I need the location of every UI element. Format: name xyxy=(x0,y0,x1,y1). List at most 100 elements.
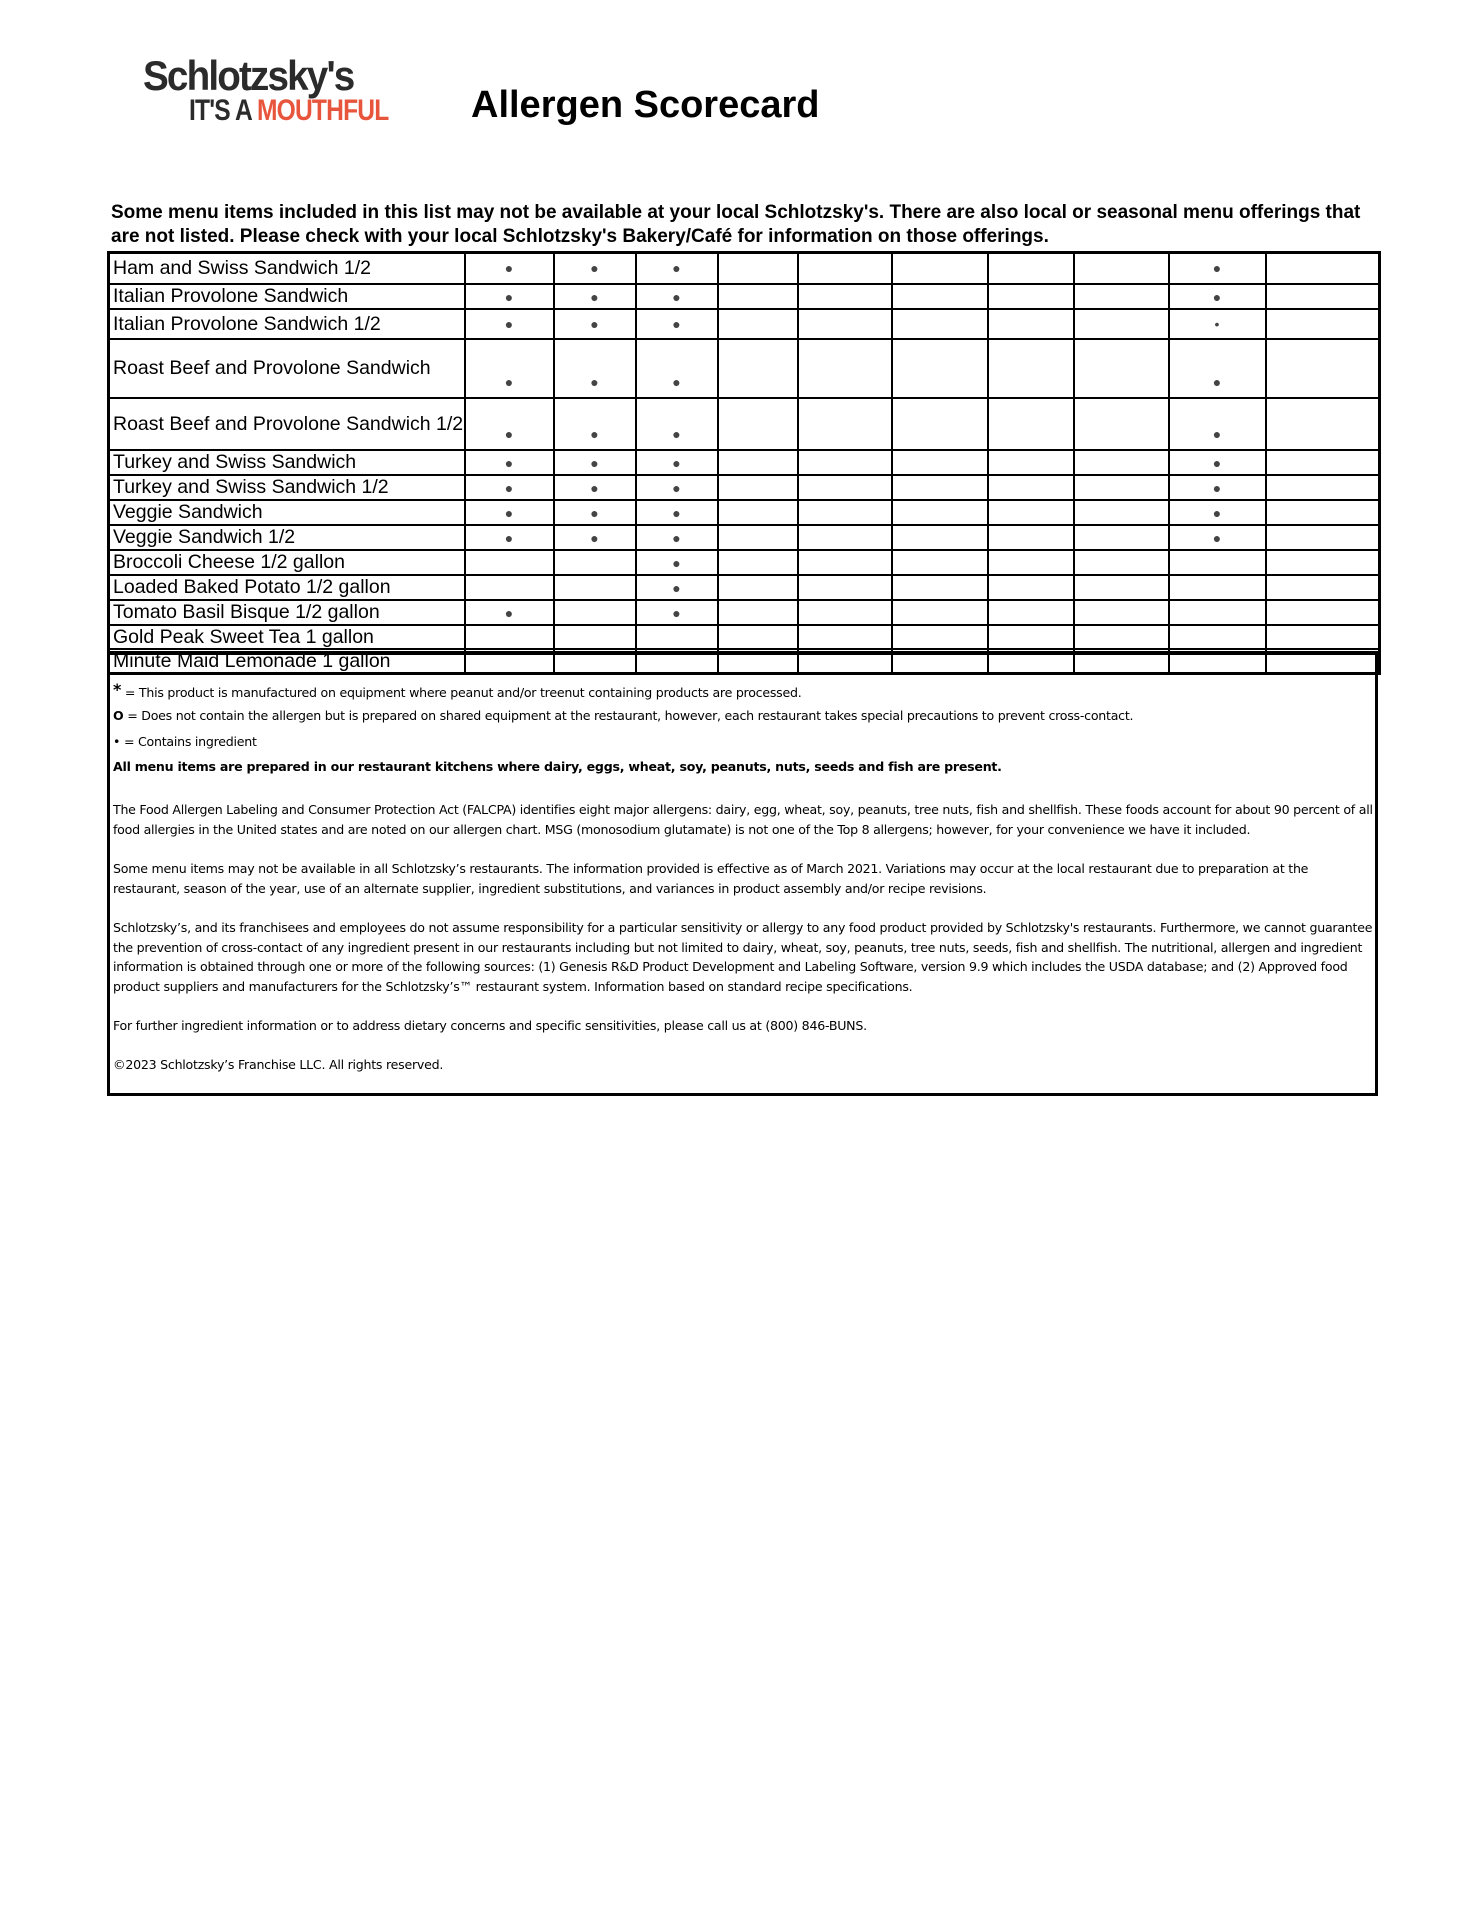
availability-note: Some menu items may not be available in … xyxy=(113,861,1309,896)
logo-tagline: IT'S A MOUTHFUL xyxy=(189,94,389,128)
allergen-cell xyxy=(1264,473,1381,501)
allergen-cell xyxy=(1072,548,1170,576)
allergen-cell xyxy=(890,251,989,285)
legend-dot: • = Contains ingredient xyxy=(113,732,1375,752)
table-row: Broccoli Cheese 1/2 gallon ● xyxy=(107,548,1381,576)
allergen-cell xyxy=(1072,396,1170,451)
allergen-cell xyxy=(890,282,989,310)
contains-ingredient-dot: ● xyxy=(463,396,555,451)
contains-ingredient-dot: ● xyxy=(463,448,555,476)
allergen-cell xyxy=(716,548,799,576)
allergen-cell xyxy=(986,523,1075,551)
legend-star: * = This product is manufactured on equi… xyxy=(113,680,1375,703)
contains-ingredient-dot: ● xyxy=(552,307,637,340)
contains-ingredient-dot: ● xyxy=(634,307,719,340)
allergen-cell xyxy=(1264,448,1381,476)
allergen-cell xyxy=(1072,573,1170,601)
contains-ingredient-dot: ● xyxy=(463,337,555,399)
contains-ingredient-dot: ● xyxy=(634,548,719,576)
allergen-cell xyxy=(552,548,637,576)
kitchen-note: All menu items are prepared in our resta… xyxy=(113,759,1002,774)
allergen-cell xyxy=(1167,598,1267,626)
contains-ingredient-dot: ● xyxy=(552,523,637,551)
legend-o-text: = Does not contain the allergen but is p… xyxy=(123,708,1134,723)
allergen-cell xyxy=(796,307,893,340)
allergen-cell xyxy=(552,573,637,601)
allergen-table-body: Ham and Swiss Sandwich 1/2 ● ● ● ● Italian Pr… xyxy=(107,251,1381,674)
allergen-cell xyxy=(716,282,799,310)
contains-ingredient-dot: ● xyxy=(634,396,719,451)
allergen-cell xyxy=(1264,282,1381,310)
contains-ingredient-dot: ● xyxy=(1167,251,1267,285)
allergen-cell xyxy=(796,498,893,526)
menu-item-name: Gold Peak Sweet Tea 1 gallon xyxy=(107,623,466,650)
intro-note: Some menu items included in this list ma… xyxy=(111,202,1361,247)
allergen-cell xyxy=(1167,623,1267,650)
contains-ingredient-dot: ● xyxy=(634,448,719,476)
allergen-cell xyxy=(1264,623,1381,650)
copyright: ©2023 Schlotzsky’s Franchise LLC. All ri… xyxy=(113,1057,444,1072)
contains-ingredient-dot: ● xyxy=(463,523,555,551)
allergen-cell xyxy=(796,337,893,399)
falcpa-note: The Food Allergen Labeling and Consumer … xyxy=(113,802,1373,837)
allergen-table: Ham and Swiss Sandwich 1/2 ● ● ● ● Italian Pr… xyxy=(107,251,1381,675)
menu-item-name: Turkey and Swiss Sandwich xyxy=(107,448,466,476)
allergen-cell xyxy=(463,548,555,576)
menu-item-name: Ham and Swiss Sandwich 1/2 xyxy=(107,251,466,285)
menu-item-name: Loaded Baked Potato 1/2 gallon xyxy=(107,573,466,601)
contains-ingredient-dot: ● xyxy=(634,498,719,526)
menu-item-name: Turkey and Swiss Sandwich 1/2 xyxy=(107,473,466,501)
allergen-cell xyxy=(1072,448,1170,476)
allergen-cell xyxy=(463,623,555,650)
allergen-cell xyxy=(986,448,1075,476)
allergen-cell xyxy=(634,623,719,650)
allergen-cell xyxy=(1072,498,1170,526)
table-row: Loaded Baked Potato 1/2 gallon ● xyxy=(107,573,1381,601)
contains-ingredient-dot: ● xyxy=(552,498,637,526)
allergen-cell xyxy=(796,282,893,310)
contains-ingredient-dot: ● xyxy=(1167,473,1267,501)
contains-ingredient-dot: ● xyxy=(552,251,637,285)
allergen-cell xyxy=(986,623,1075,650)
allergen-cell xyxy=(1264,548,1381,576)
table-row: Italian Provolone Sandwich 1/2 ● ● ● • xyxy=(107,307,1381,340)
contains-ingredient-dot: ● xyxy=(552,337,637,399)
table-row: Tomato Basil Bisque 1/2 gallon ● ● xyxy=(107,598,1381,626)
schlotzskys-logo: Schlotzsky's IT'S A MOUTHFUL xyxy=(143,52,389,132)
allergen-cell xyxy=(796,523,893,551)
allergen-cell xyxy=(796,548,893,576)
allergen-cell xyxy=(1072,598,1170,626)
menu-item-name: Roast Beef and Provolone Sandwich xyxy=(107,337,466,399)
allergen-cell xyxy=(463,573,555,601)
star-symbol: * xyxy=(113,680,122,699)
allergen-cell xyxy=(986,307,1075,340)
allergen-cell xyxy=(1264,598,1381,626)
allergen-cell xyxy=(716,498,799,526)
legend-star-text: = This product is manufactured on equipm… xyxy=(121,685,802,700)
allergen-cell xyxy=(890,473,989,501)
allergen-cell xyxy=(1264,307,1381,340)
allergen-cell xyxy=(716,473,799,501)
allergen-cell xyxy=(986,498,1075,526)
table-row: Gold Peak Sweet Tea 1 gallon xyxy=(107,623,1381,650)
allergen-cell xyxy=(1264,498,1381,526)
contains-ingredient-dot: ● xyxy=(552,448,637,476)
allergen-cell xyxy=(986,548,1075,576)
contains-ingredient-dot: ● xyxy=(463,307,555,340)
allergen-cell xyxy=(1167,548,1267,576)
contains-ingredient-dot: ● xyxy=(1167,448,1267,476)
allergen-cell xyxy=(890,307,989,340)
allergen-cell xyxy=(986,598,1075,626)
allergen-cell xyxy=(986,473,1075,501)
allergen-cell xyxy=(1264,251,1381,285)
table-row: Turkey and Swiss Sandwich 1/2 ● ● ● ● xyxy=(107,473,1381,501)
allergen-cell xyxy=(796,448,893,476)
allergen-cell xyxy=(796,623,893,650)
allergen-cell xyxy=(1264,396,1381,451)
allergen-cell xyxy=(716,573,799,601)
contains-ingredient-dot: ● xyxy=(634,473,719,501)
allergen-cell xyxy=(890,337,989,399)
menu-item-name: Broccoli Cheese 1/2 gallon xyxy=(107,548,466,576)
menu-item-name: Italian Provolone Sandwich 1/2 xyxy=(107,307,466,340)
contains-ingredient-dot: ● xyxy=(634,282,719,310)
